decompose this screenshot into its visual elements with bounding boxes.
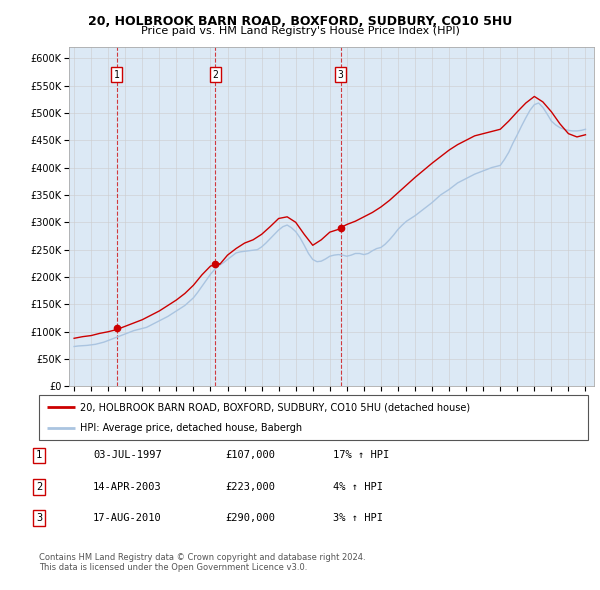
Text: 03-JUL-1997: 03-JUL-1997: [93, 451, 162, 460]
Text: Contains HM Land Registry data © Crown copyright and database right 2024.: Contains HM Land Registry data © Crown c…: [39, 553, 365, 562]
Text: 3: 3: [338, 70, 343, 80]
Text: Price paid vs. HM Land Registry's House Price Index (HPI): Price paid vs. HM Land Registry's House …: [140, 26, 460, 36]
Text: 20, HOLBROOK BARN ROAD, BOXFORD, SUDBURY, CO10 5HU: 20, HOLBROOK BARN ROAD, BOXFORD, SUDBURY…: [88, 15, 512, 28]
Text: 4% ↑ HPI: 4% ↑ HPI: [333, 482, 383, 491]
Text: HPI: Average price, detached house, Babergh: HPI: Average price, detached house, Babe…: [80, 422, 302, 432]
Text: 1: 1: [36, 451, 42, 460]
Text: 2: 2: [212, 70, 218, 80]
FancyBboxPatch shape: [39, 395, 588, 440]
Text: This data is licensed under the Open Government Licence v3.0.: This data is licensed under the Open Gov…: [39, 563, 307, 572]
Text: 17% ↑ HPI: 17% ↑ HPI: [333, 451, 389, 460]
Text: 3% ↑ HPI: 3% ↑ HPI: [333, 513, 383, 523]
Text: £223,000: £223,000: [225, 482, 275, 491]
Text: 2: 2: [36, 482, 42, 491]
Text: £107,000: £107,000: [225, 451, 275, 460]
Text: 1: 1: [114, 70, 119, 80]
Text: 17-AUG-2010: 17-AUG-2010: [93, 513, 162, 523]
Text: 3: 3: [36, 513, 42, 523]
Text: 14-APR-2003: 14-APR-2003: [93, 482, 162, 491]
Text: £290,000: £290,000: [225, 513, 275, 523]
Text: 20, HOLBROOK BARN ROAD, BOXFORD, SUDBURY, CO10 5HU (detached house): 20, HOLBROOK BARN ROAD, BOXFORD, SUDBURY…: [80, 402, 470, 412]
